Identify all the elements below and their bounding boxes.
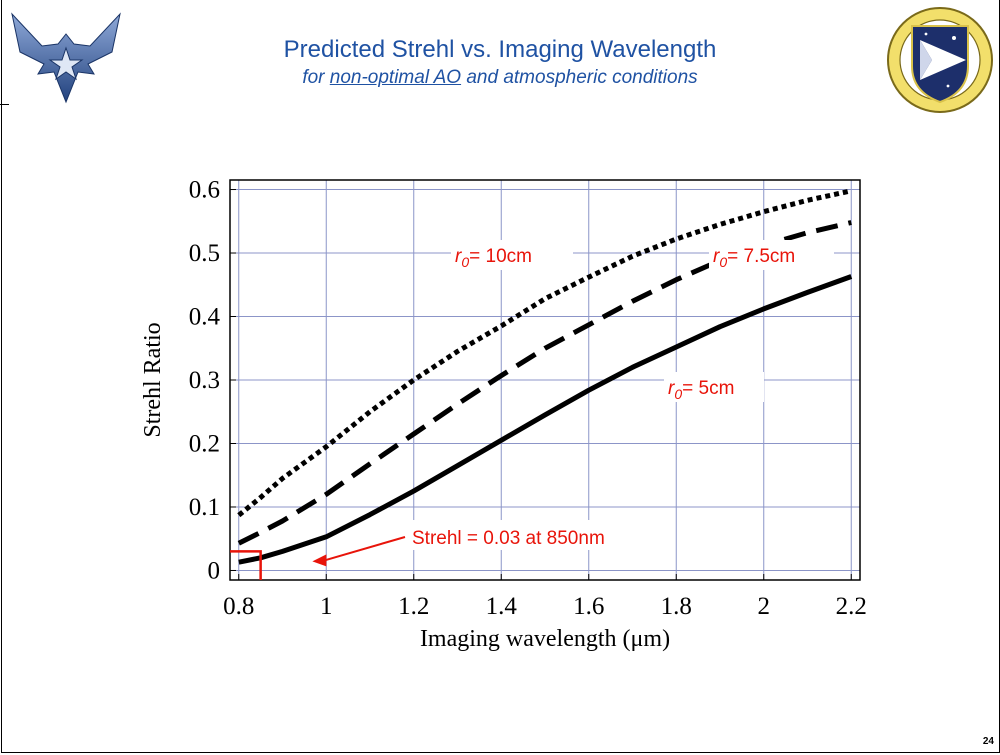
x-axis-title: Imaging wavelength (μm) xyxy=(420,626,670,652)
y-tick-label-1: 0.1 xyxy=(189,494,220,521)
series-line-solid xyxy=(238,274,853,565)
x-tick-label-2: 1.2 xyxy=(398,593,429,620)
annotation-text-bg xyxy=(408,520,668,550)
x-tick-label-5: 1.8 xyxy=(661,593,692,620)
series-label-symbol: r xyxy=(713,246,720,267)
x-tick-label-4: 1.6 xyxy=(573,593,604,620)
y-tick-label-5: 0.5 xyxy=(189,240,220,267)
page-number: 24 xyxy=(982,736,994,747)
series-label-value: = 7.5cm xyxy=(727,246,795,267)
y-tick-label-2: 0.2 xyxy=(189,430,220,457)
slide-title: Predicted Strehl vs. Imaging Wavelength xyxy=(283,36,717,63)
subtitle-underlined-text: non-optimal AO xyxy=(329,67,462,88)
series-label-subscript: 0 xyxy=(674,386,682,402)
series-label-subscript: 0 xyxy=(719,254,727,270)
y-tick-label-6: 0.6 xyxy=(189,177,220,204)
x-tick-label-7: 2.2 xyxy=(836,593,867,620)
annotation-arrow-line xyxy=(324,536,406,562)
annotation-arrow-head xyxy=(312,554,327,567)
annotation-marker-lines xyxy=(230,550,262,580)
afrl-seal xyxy=(887,7,993,113)
subtitle-prefix: for xyxy=(302,67,330,88)
x-tick-label-6: 2 xyxy=(758,593,771,620)
subtitle-suffix: and atmospheric conditions xyxy=(461,67,698,88)
y-tick-label-0: 0 xyxy=(208,557,221,584)
series-label-value: = 10cm xyxy=(469,246,532,267)
series-label-bg-2 xyxy=(664,372,764,402)
series-label-bg-0 xyxy=(451,240,573,270)
series-label-subscript: 0 xyxy=(461,254,469,270)
series-label-0: r0= 10cm xyxy=(455,246,532,270)
series-label-value: = 5cm xyxy=(682,378,734,399)
y-axis-title: Strehl Ratio xyxy=(140,322,166,437)
x-tick-label-0: 0.8 xyxy=(223,593,254,620)
series-line-dotted xyxy=(237,188,852,518)
x-tick-label-1: 1 xyxy=(320,593,333,620)
slide-subtitle: for non-optimal AO and atmospheric condi… xyxy=(0,67,1000,89)
y-tick-label-3: 0.3 xyxy=(189,367,220,394)
annotation-text: Strehl = 0.03 at 850nm xyxy=(412,528,605,549)
series-label-symbol: r xyxy=(455,246,462,267)
series-label-bg-1 xyxy=(709,240,834,270)
x-tick-label-3: 1.4 xyxy=(486,593,518,620)
header-rule xyxy=(0,104,9,105)
series-label-symbol: r xyxy=(668,378,675,399)
y-tick-label-4: 0.4 xyxy=(189,304,221,331)
us-air-force-logo xyxy=(11,12,121,104)
series-label-1: r0= 7.5cm xyxy=(713,246,795,270)
series-label-2: r0= 5cm xyxy=(668,378,734,402)
